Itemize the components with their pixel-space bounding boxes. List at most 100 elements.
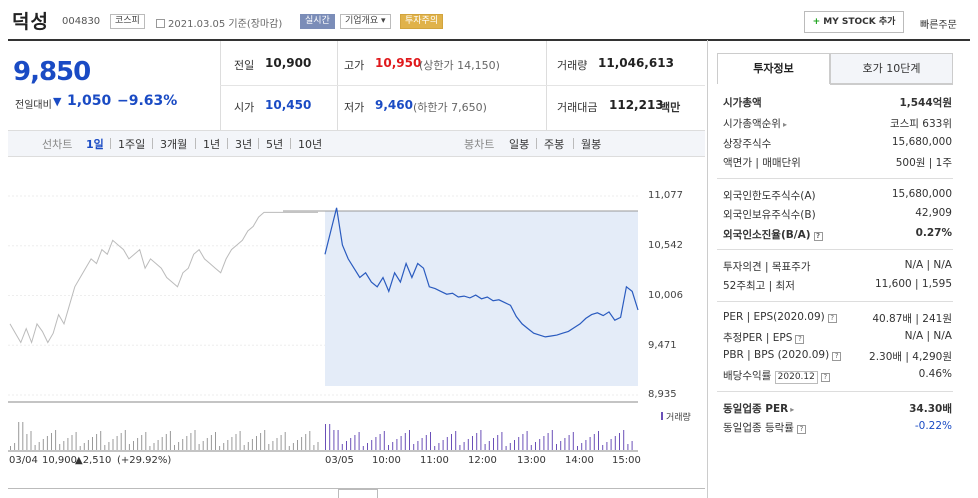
volume-bar [484, 444, 486, 450]
volume-bar [388, 445, 389, 450]
est-per-label: 추정PER | EPS [723, 332, 793, 344]
price-chart[interactable] [8, 170, 708, 470]
volume-legend: 거래량 [661, 410, 691, 423]
x-tick: 10:00 [372, 455, 401, 466]
volume-bar [165, 434, 167, 450]
par-value: 500원 | 1주 [895, 157, 952, 169]
y-tick: 10,006 [648, 290, 683, 301]
tab-orderbook-10[interactable]: 호가 10단계 [830, 53, 953, 84]
volume-bar [260, 433, 262, 450]
divider [717, 178, 953, 179]
cap-rank-row[interactable]: 시가총액순위 ▸ 코스피 633위 [723, 116, 952, 133]
volume-bar [333, 430, 335, 450]
industry-per-value: 34.30배 [909, 403, 952, 415]
volume-bar [120, 433, 122, 450]
help-icon[interactable]: ? [827, 314, 837, 323]
volume-bar [309, 431, 311, 450]
volume-bar [413, 444, 415, 450]
volume-bar [247, 442, 249, 450]
change-percent: −9.63% [117, 93, 178, 109]
amount-value: 112,213 [609, 98, 664, 112]
market-badge: 코스피 [110, 14, 145, 29]
industry-change-value: -0.22% [914, 420, 952, 432]
tab-investment-info[interactable]: 투자정보 [717, 53, 830, 84]
help-icon[interactable]: ? [796, 425, 806, 434]
help-icon[interactable]: ? [820, 373, 830, 382]
volume-bar [71, 435, 73, 450]
foreign-ratio-label: 외국인소진율(B/A) [723, 229, 811, 241]
volume-bar [514, 440, 515, 450]
per-row: PER | EPS(2020.09)? 40.87배 | 241원 [723, 311, 952, 328]
volume-bar [59, 444, 61, 450]
tab-5year[interactable]: 5년 [266, 138, 284, 151]
realtime-badge[interactable]: 실시간 [300, 14, 335, 29]
volume-bar [268, 444, 270, 450]
add-mystock-button[interactable]: + MY STOCK 추가 [804, 11, 904, 33]
calendar-icon [156, 19, 165, 28]
volume-bar [223, 443, 225, 450]
volume-bar [96, 434, 98, 450]
volume-bar [317, 442, 319, 450]
volume-bar [568, 435, 570, 450]
high-label: 고가 [344, 59, 365, 72]
tab-1week[interactable]: 1주일 [118, 138, 146, 151]
industry-per-label: 동일업종 PER [723, 403, 789, 415]
help-icon[interactable]: ? [832, 352, 842, 361]
tab-3month[interactable]: 3개월 [160, 138, 188, 151]
high-value: 10,950 [375, 56, 422, 70]
volume-bar [623, 430, 625, 450]
tab-daily-candle[interactable]: 일봉 [509, 138, 530, 151]
tab-10year[interactable]: 10년 [298, 138, 323, 151]
industry-per-row[interactable]: 동일업종 PER ▸ 34.30배 [723, 401, 952, 418]
volume-bar [153, 443, 155, 450]
tab-1day[interactable]: 1일 [86, 138, 104, 151]
volume-bar [198, 444, 200, 450]
volume-bar [396, 439, 398, 450]
volume-bar [577, 446, 578, 450]
volume-bar [108, 442, 110, 450]
amount-label: 거래대금 [557, 101, 598, 114]
foreign-ratio-value: 0.27% [915, 227, 952, 239]
current-price: 9,850 [13, 57, 91, 87]
stock-code: 004830 [62, 16, 101, 27]
volume-bar [463, 442, 465, 450]
volume-bar [551, 430, 553, 450]
volume-bar [358, 432, 360, 450]
volume-bar [227, 440, 229, 450]
volume-bar [87, 440, 89, 450]
volume-bar [362, 446, 364, 450]
help-icon[interactable]: ? [795, 335, 805, 344]
volume-bar [194, 430, 196, 450]
tab-monthly-candle[interactable]: 월봉 [581, 138, 602, 151]
volume-bar [239, 431, 241, 450]
quick-order-link[interactable]: 빠른주문 [920, 20, 957, 31]
tab-weekly-candle[interactable]: 주봉 [544, 138, 565, 151]
volume-bar [425, 435, 427, 450]
help-icon[interactable]: ? [813, 232, 823, 241]
dividend-date: 2020.12 [774, 371, 818, 384]
volume-bar [383, 431, 385, 450]
divider [220, 85, 705, 86]
divider [227, 138, 228, 149]
volume-bar [169, 431, 171, 450]
upper-limit: (상한가 14,150) [419, 59, 500, 72]
volume-bar [30, 431, 32, 450]
volume-bar [190, 433, 192, 450]
prev-close-label: 전일 [234, 59, 255, 72]
volume-bar [602, 445, 604, 450]
header-divider [8, 39, 970, 41]
industry-change-label: 동일업종 등락률 [723, 422, 794, 434]
divider [152, 138, 153, 149]
volume-bar [631, 441, 633, 450]
volume-bar [75, 432, 77, 450]
foreign-limit-label: 외국인한도주식수(A) [723, 190, 816, 202]
company-overview-dropdown[interactable]: 기업개요 ▾ [340, 14, 391, 29]
amount-unit: 백만 [660, 101, 681, 114]
volume-bar [301, 437, 303, 450]
tab-3year[interactable]: 3년 [235, 138, 253, 151]
tab-1year[interactable]: 1년 [203, 138, 221, 151]
per-value: 40.87배 | 241원 [872, 313, 952, 325]
volume-bar [251, 439, 253, 450]
volume-bar [509, 443, 511, 450]
expand-handle[interactable] [338, 489, 378, 498]
